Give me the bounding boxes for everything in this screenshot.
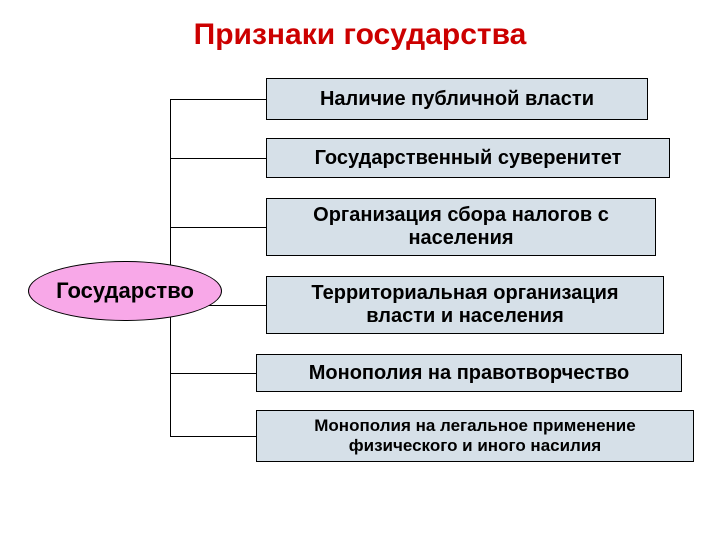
- central-node: Государство: [28, 261, 222, 321]
- feature-label-4: Монополия на правотворчество: [309, 362, 630, 385]
- feature-box-3: Территориальная организация власти и нас…: [266, 276, 664, 334]
- feature-box-4: Монополия на правотворчество: [256, 354, 682, 392]
- diagram-title: Признаки государства: [0, 18, 720, 52]
- connector-branch-0: [170, 99, 266, 100]
- feature-box-0: Наличие публичной власти: [266, 78, 648, 120]
- central-label: Государство: [56, 278, 194, 304]
- title-text: Признаки государства: [194, 18, 527, 51]
- feature-label-0: Наличие публичной власти: [320, 88, 594, 111]
- feature-box-2: Организация сбора налогов с населения: [266, 198, 656, 256]
- feature-label-3: Территориальная организация власти и нас…: [275, 282, 655, 328]
- connector-branch-4: [170, 373, 256, 374]
- connector-branch-2: [170, 227, 266, 228]
- feature-label-1: Государственный суверенитет: [315, 147, 622, 170]
- feature-box-1: Государственный суверенитет: [266, 138, 670, 178]
- connector-branch-5: [170, 436, 256, 437]
- connector-branch-1: [170, 158, 266, 159]
- feature-label-5: Монополия на легальное применение физиче…: [265, 416, 685, 456]
- feature-box-5: Монополия на легальное применение физиче…: [256, 410, 694, 462]
- feature-label-2: Организация сбора налогов с населения: [275, 204, 647, 250]
